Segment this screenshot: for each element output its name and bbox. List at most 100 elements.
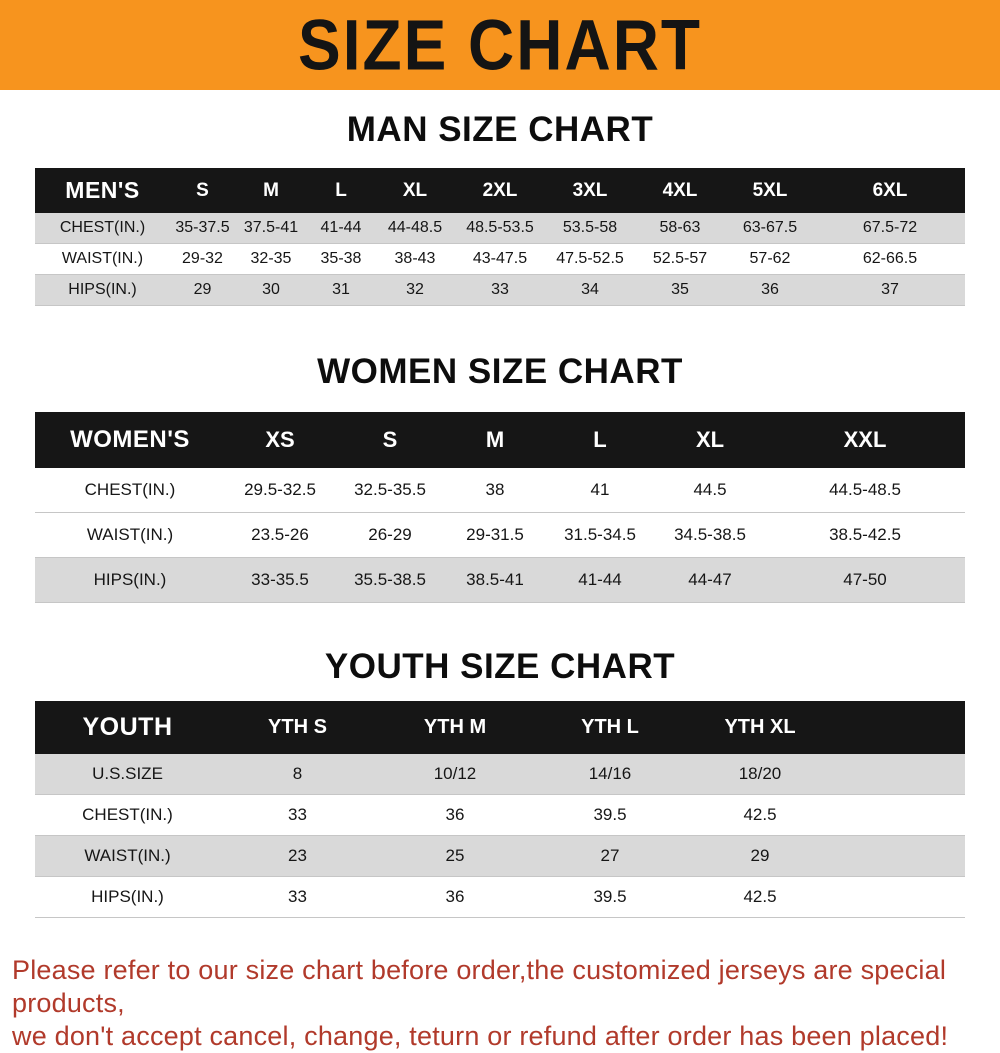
size-value: 41: [590, 480, 610, 499]
column-header: L: [593, 427, 607, 452]
size-value: 44-48.5: [387, 219, 443, 236]
size-value: 32-35: [250, 250, 292, 267]
column-header: XL: [695, 427, 725, 452]
women-size-section: WOMEN SIZE CHART WOMEN'S XS S M L XL XXL CHEST(…: [0, 352, 1000, 603]
size-value: 57-62: [749, 250, 791, 267]
column-header: YTH S: [268, 716, 327, 738]
size-value: 38: [485, 480, 505, 499]
size-value: 29-32: [182, 250, 223, 267]
size-value: 58-63: [659, 219, 701, 236]
size-value: 35.5-38.5: [354, 570, 426, 589]
size-value: 52.5-57: [652, 250, 708, 267]
column-header: S: [196, 179, 209, 201]
table-title: WOMEN'S: [70, 426, 190, 453]
size-value: 36: [761, 281, 779, 298]
table-row: WAIST(IN.) 23.5-26 26-29 29-31.5 31.5-34.5 34…: [35, 513, 965, 558]
table-header-row: YOUTH YTH S YTH M YTH L YTH XL: [35, 701, 965, 754]
size-value: 8: [292, 764, 303, 783]
table-title: YOUTH: [82, 713, 173, 741]
column-header: 2XL: [482, 179, 518, 201]
column-header: S: [382, 427, 398, 452]
size-value: 23.5-26: [251, 525, 309, 544]
size-chart-banner: SIZE CHART: [0, 0, 1000, 90]
size-value: 38.5-42.5: [829, 525, 901, 544]
size-value: 47.5-52.5: [556, 250, 624, 267]
row-label: WAIST(IN.): [86, 525, 174, 544]
size-value: 10/12: [433, 764, 477, 783]
column-header: YTH M: [423, 716, 487, 738]
footer-note: Please refer to our size chart before or…: [12, 954, 990, 1053]
size-value: 32.5-35.5: [354, 480, 426, 499]
size-value: 44-47: [688, 570, 732, 589]
size-value: 44.5-48.5: [829, 480, 901, 499]
size-value: 63-67.5: [742, 219, 798, 236]
size-value: 35-37.5: [175, 219, 230, 236]
size-value: 30: [262, 281, 280, 298]
women-size-table: WOMEN'S XS S M L XL XXL CHEST(IN.) 29.5-32.5 32.5…: [35, 412, 965, 603]
table-row: WAIST(IN.) 23 25 27 29: [35, 836, 965, 877]
table-row: CHEST(IN.) 35-37.5 37.5-41 41-44 44-48.5 48.5…: [35, 213, 965, 244]
size-value: 34: [581, 281, 599, 298]
footer-note-line1: Please refer to our size chart before or…: [12, 955, 947, 1018]
table-row: WAIST(IN.) 29-32 32-35 35-38 38-43 43-47.5 47.…: [35, 244, 965, 275]
size-value: 34.5-38.5: [674, 525, 746, 544]
men-size-section: MAN SIZE CHART MEN'S S M L XL 2XL 3XL 4XL 5XL 6XL…: [0, 110, 1000, 306]
row-label: WAIST(IN.): [84, 846, 171, 865]
table-row: HIPS(IN.) 33-35.5 35.5-38.5 38.5-41 41-44 44-…: [35, 558, 965, 603]
row-label: CHEST(IN.): [82, 805, 173, 824]
size-value: 38-43: [394, 250, 436, 267]
size-value: 32: [406, 281, 424, 298]
size-value: 27: [600, 846, 620, 865]
table-row: HIPS(IN.) 33 36 39.5 42.5: [35, 877, 965, 918]
column-header: 6XL: [872, 179, 908, 201]
size-value: 23: [288, 846, 307, 865]
size-chart-title: SIZE CHART: [298, 4, 702, 86]
size-value: 62-66.5: [862, 250, 918, 267]
size-value: 33-35.5: [251, 570, 309, 589]
size-value: 31: [332, 281, 350, 298]
column-header: YTH L: [581, 716, 639, 738]
row-label: HIPS(IN.): [93, 570, 167, 589]
size-value: 26-29: [368, 525, 412, 544]
table-row: U.S.SIZE 8 10/12 14/16 18/20: [35, 754, 965, 795]
size-value: 29.5-32.5: [244, 480, 316, 499]
column-header: YTH XL: [724, 716, 796, 738]
column-header: M: [485, 427, 505, 452]
men-chart-heading: MAN SIZE CHART: [346, 110, 654, 149]
size-value: 38.5-41: [466, 570, 524, 589]
size-value: 29: [193, 281, 212, 298]
row-label: U.S.SIZE: [92, 764, 163, 783]
size-value: 67.5-72: [862, 219, 918, 236]
size-value: 53.5-58: [562, 219, 618, 236]
youth-chart-heading: YOUTH SIZE CHART: [324, 647, 676, 686]
size-value: 42.5: [743, 887, 777, 906]
youth-size-section: YOUTH SIZE CHART YOUTH YTH S YTH M YTH L YTH…: [0, 647, 1000, 918]
size-value: 41-44: [578, 570, 622, 589]
size-value: 36: [445, 887, 465, 906]
size-value: 43-47.5: [472, 250, 528, 267]
column-header: XXL: [843, 427, 887, 452]
size-value: 41-44: [320, 219, 362, 236]
column-header: L: [335, 179, 347, 201]
size-value: 29-31.5: [466, 525, 524, 544]
footer-note-line2: we don't accept cancel, change, teturn o…: [12, 1020, 949, 1051]
size-value: 29: [750, 846, 770, 865]
size-value: 25: [445, 846, 465, 865]
column-header: 3XL: [572, 179, 608, 201]
size-value: 33: [491, 281, 509, 298]
size-value: 18/20: [738, 764, 782, 783]
size-value: 37: [881, 281, 899, 298]
size-value: 36: [445, 805, 465, 824]
row-label: WAIST(IN.): [61, 250, 144, 267]
row-label: CHEST(IN.): [84, 480, 176, 499]
size-value: 42.5: [743, 805, 777, 824]
row-label: HIPS(IN.): [91, 887, 164, 906]
table-header-row: MEN'S S M L XL 2XL 3XL 4XL 5XL 6XL: [35, 168, 965, 213]
table-row: HIPS(IN.) 29 30 31 32 33 34 35 36 37: [35, 275, 965, 306]
table-header-row: WOMEN'S XS S M L XL XXL: [35, 412, 965, 468]
table-title: MEN'S: [65, 177, 140, 203]
size-value: 39.5: [593, 805, 627, 824]
column-header: 4XL: [662, 179, 698, 201]
size-value: 33: [288, 887, 307, 906]
column-header: XL: [402, 179, 428, 201]
